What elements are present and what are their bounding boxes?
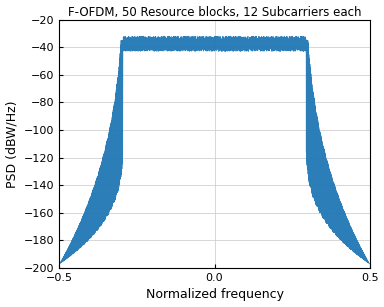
Title: F-OFDM, 50 Resource blocks, 12 Subcarriers each: F-OFDM, 50 Resource blocks, 12 Subcarrie… (68, 6, 361, 18)
Y-axis label: PSD (dBW/Hz): PSD (dBW/Hz) (5, 100, 18, 188)
X-axis label: Normalized frequency: Normalized frequency (146, 289, 283, 301)
